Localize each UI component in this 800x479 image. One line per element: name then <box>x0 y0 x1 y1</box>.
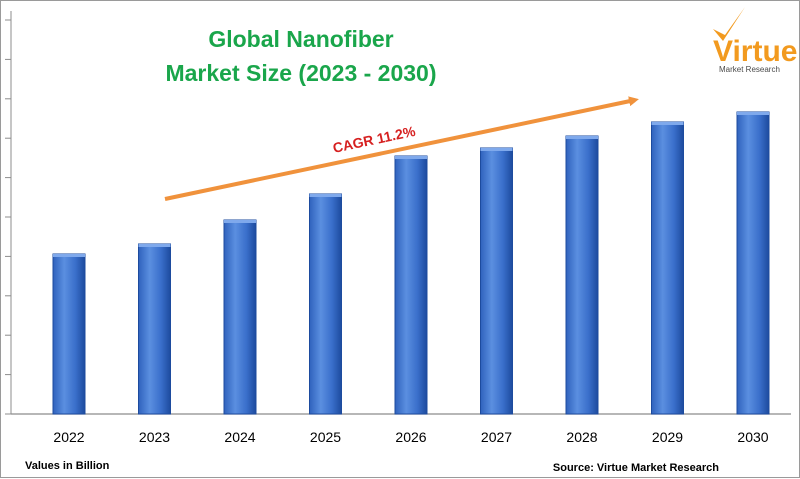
bar-2023 <box>138 243 171 415</box>
bar-cap-2028 <box>566 136 598 139</box>
virtue-logo: Virtue Market Research <box>713 7 797 74</box>
bar-2026 <box>394 155 428 415</box>
growth-arrow <box>164 96 639 201</box>
x-tick-label: 2022 <box>53 429 84 445</box>
units-note: Values in Billion <box>25 460 110 472</box>
x-tick-label: 2025 <box>310 429 341 445</box>
x-tick-label: 2026 <box>395 429 426 445</box>
chart-subtitle: Market Size (2023 - 2030) <box>165 60 436 86</box>
bar-2025 <box>309 193 342 415</box>
bar-cap-2026 <box>395 156 427 159</box>
source-note: Source: Virtue Market Research <box>553 462 719 474</box>
bars-group <box>52 111 770 415</box>
y-axis <box>5 11 12 415</box>
bar-cap-2023 <box>138 244 171 247</box>
logo-name: Virtue <box>713 35 797 68</box>
logo-tagline: Market Research <box>719 65 780 74</box>
x-tick-label: 2029 <box>652 429 683 445</box>
bar-2030 <box>736 111 770 415</box>
cagr-label: CAGR 11.2% <box>331 123 417 156</box>
bar-2029 <box>651 121 684 415</box>
x-tick-label: 2030 <box>737 429 768 445</box>
x-tick-label: 2027 <box>481 429 512 445</box>
bar-cap-2027 <box>480 148 513 151</box>
bar-2022 <box>52 253 86 415</box>
bar-cap-2025 <box>309 194 342 197</box>
x-tick-label: 2024 <box>224 429 255 445</box>
bar-cap-2024 <box>224 220 256 223</box>
x-tick-labels: 2022 2023 2024 2025 2026 2027 2028 2029 2030 <box>53 429 768 445</box>
x-tick-label: 2028 <box>566 429 597 445</box>
bar-cap-2030 <box>737 112 769 115</box>
bar-cap-2029 <box>651 122 684 125</box>
x-tick-label: 2023 <box>139 429 170 445</box>
bar-2027 <box>480 147 513 415</box>
bar-2028 <box>565 135 599 415</box>
bar-cap-2022 <box>53 254 85 257</box>
bar-2024 <box>223 219 257 415</box>
chart-title: Global Nanofiber <box>208 26 393 52</box>
